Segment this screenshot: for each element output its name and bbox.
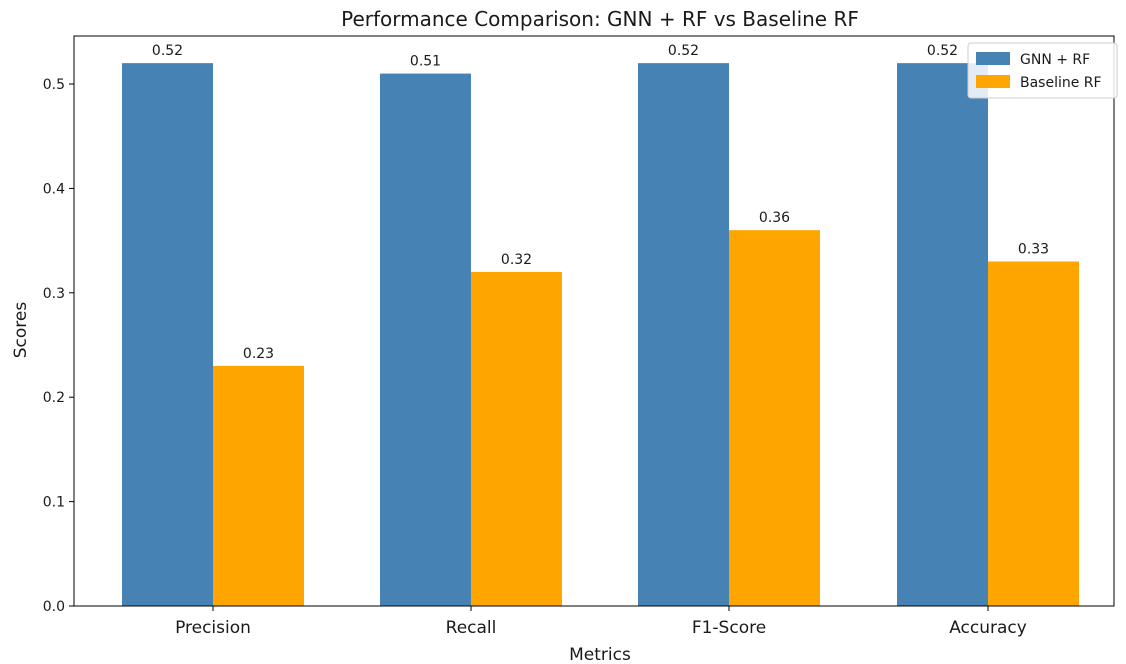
x-tick-label: Precision <box>175 618 251 638</box>
x-tick-label: F1-Score <box>692 618 766 638</box>
chart-title: Performance Comparison: GNN + RF vs Base… <box>341 7 859 31</box>
bar-baseline-rf <box>471 271 562 606</box>
y-tick-label: 0.5 <box>43 77 65 93</box>
y-tick-label: 0.0 <box>43 599 65 615</box>
data-label: 0.52 <box>927 43 958 59</box>
x-axis-label: Metrics <box>569 645 631 664</box>
plot-frame <box>73 35 1115 607</box>
y-tick-label: 0.4 <box>43 181 65 197</box>
data-label: 0.52 <box>152 43 183 59</box>
x-tick-label: Accuracy <box>949 618 1027 638</box>
bar-baseline-rf <box>988 261 1079 606</box>
legend-swatch <box>976 75 1010 88</box>
legend-label: GNN + RF <box>1020 52 1090 68</box>
legend-swatch <box>976 52 1010 65</box>
bar-gnn-rf <box>122 63 213 606</box>
legend-label: Baseline RF <box>1020 75 1102 91</box>
data-label: 0.23 <box>243 346 274 362</box>
bar-baseline-rf <box>729 230 820 606</box>
bar-gnn-rf <box>638 63 729 606</box>
y-tick-label: 0.3 <box>43 286 65 302</box>
bar-gnn-rf <box>380 73 471 607</box>
data-label: 0.51 <box>410 54 441 70</box>
data-label: 0.36 <box>759 210 790 226</box>
bar-gnn-rf <box>897 63 988 606</box>
x-tick-label: Recall <box>446 618 497 638</box>
data-label: 0.52 <box>668 43 699 59</box>
y-tick-label: 0.1 <box>43 495 65 511</box>
bar-baseline-rf <box>213 365 304 606</box>
data-label: 0.32 <box>501 252 532 268</box>
plot-area: 0.0 0.1 0.2 0.3 0.4 0.5 0.52 0.51 0.52 0.52 0.23 0.… <box>43 43 1079 638</box>
y-tick-label: 0.2 <box>43 390 65 406</box>
data-label: 0.33 <box>1018 241 1049 257</box>
y-axis-label: Scores <box>11 302 31 359</box>
legend: GNN + RF Baseline RF <box>967 42 1118 99</box>
